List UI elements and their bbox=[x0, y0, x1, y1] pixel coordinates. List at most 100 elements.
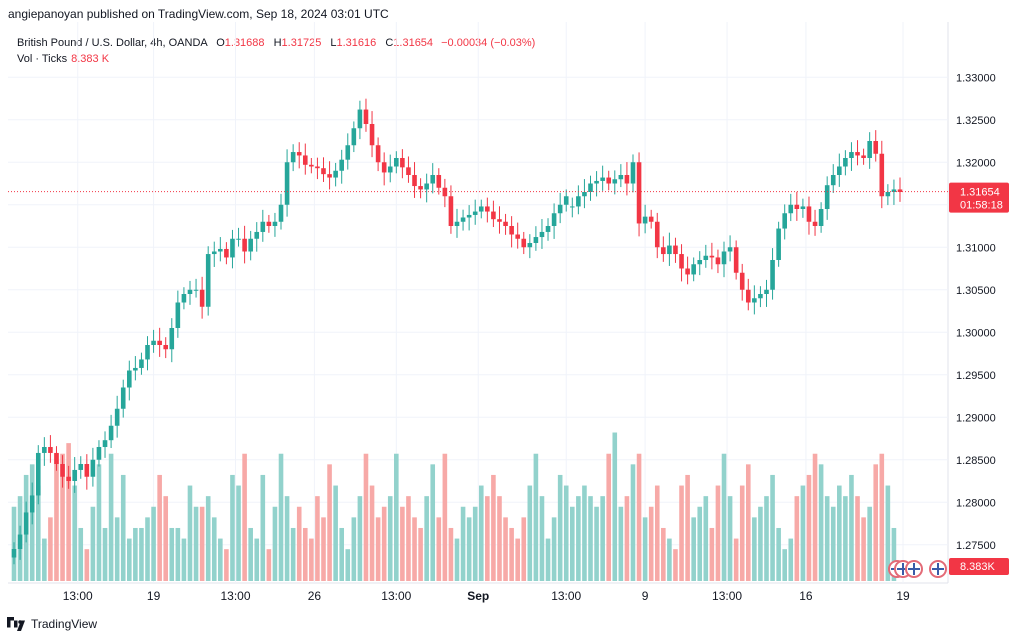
chart-legend: British Pound / U.S. Dollar, 4h, OANDA O… bbox=[17, 35, 535, 67]
last-price-value: 1.31654 bbox=[960, 187, 1000, 199]
candle-body bbox=[72, 469, 77, 481]
candle-body bbox=[357, 109, 363, 129]
volume-bar bbox=[78, 527, 84, 581]
volume-bar bbox=[48, 517, 53, 581]
volume-bar bbox=[351, 517, 357, 581]
volume-bar bbox=[752, 517, 757, 581]
candle-body bbox=[521, 238, 527, 248]
change-value: −0.00034 (−0.03%) bbox=[441, 37, 536, 49]
volume-bar bbox=[96, 464, 102, 581]
candle-body bbox=[770, 260, 775, 290]
symbol-title[interactable]: British Pound / U.S. Dollar, 4h, OANDA bbox=[17, 37, 208, 49]
candle-body bbox=[776, 228, 781, 260]
candle-body bbox=[78, 464, 84, 470]
volume-bar bbox=[72, 485, 77, 581]
volume-bar bbox=[108, 453, 114, 581]
candle-body bbox=[576, 196, 581, 207]
volume-bar bbox=[400, 506, 405, 581]
volume-bar bbox=[102, 527, 108, 581]
y-tick-label: 1.29500 bbox=[956, 370, 996, 382]
candle-body bbox=[151, 340, 156, 345]
candle-body bbox=[636, 162, 642, 224]
candle-body bbox=[612, 179, 618, 184]
candle-body bbox=[843, 158, 848, 167]
candle-body bbox=[818, 209, 824, 226]
candle-body bbox=[139, 359, 144, 368]
candle-body bbox=[503, 221, 508, 226]
footer-brand[interactable]: TradingView bbox=[6, 617, 97, 631]
candle-body bbox=[715, 257, 721, 265]
x-tick-label: 19 bbox=[896, 589, 910, 603]
candle-body bbox=[290, 152, 296, 163]
volume-bar bbox=[812, 453, 818, 581]
volume-tag bbox=[949, 558, 1009, 575]
volume-bar bbox=[84, 549, 90, 581]
candle-body bbox=[849, 152, 854, 158]
y-tick-label: 1.28000 bbox=[956, 497, 996, 509]
volume-bar bbox=[691, 517, 696, 581]
candle-body bbox=[266, 221, 272, 226]
volume-bar bbox=[278, 453, 284, 581]
volume-bar bbox=[861, 517, 866, 581]
candle-body bbox=[709, 255, 715, 258]
y-tick-label: 1.28500 bbox=[956, 455, 996, 467]
volume-bar bbox=[387, 496, 393, 581]
candle-body bbox=[448, 196, 454, 226]
candle-body bbox=[648, 216, 654, 222]
volume-bar bbox=[794, 496, 800, 581]
volume-bar bbox=[169, 527, 175, 581]
volume-bar bbox=[600, 496, 605, 581]
candle-body bbox=[618, 175, 624, 180]
candle-body bbox=[424, 183, 429, 190]
volume-bar bbox=[570, 506, 575, 581]
candle-body bbox=[406, 167, 411, 175]
candle-body bbox=[157, 340, 162, 345]
volume-bar bbox=[624, 496, 630, 581]
candle-body bbox=[369, 124, 375, 146]
candle-body bbox=[11, 549, 17, 558]
candle-body bbox=[236, 238, 241, 240]
volume-bar bbox=[242, 453, 247, 581]
volume-bar bbox=[460, 506, 466, 581]
publish-caption: angiepanoyan published on TradingView.co… bbox=[8, 7, 389, 21]
candle-body bbox=[691, 264, 696, 275]
candle-body bbox=[412, 175, 417, 187]
volume-bar bbox=[679, 485, 684, 581]
volume-bar bbox=[503, 517, 508, 581]
candle-body bbox=[606, 177, 612, 184]
x-tick-label: Sep bbox=[467, 589, 489, 603]
volume-bar bbox=[442, 453, 448, 581]
volume-bar bbox=[545, 538, 551, 581]
volume-bar bbox=[654, 485, 660, 581]
candle-body bbox=[29, 495, 35, 513]
candle-body bbox=[400, 158, 405, 168]
candle-body bbox=[90, 459, 96, 477]
volume-label[interactable]: Vol · Ticks bbox=[17, 53, 68, 65]
x-tick-label: 19 bbox=[147, 589, 161, 603]
volume-bar bbox=[843, 496, 848, 581]
candle-body bbox=[527, 243, 533, 248]
volume-bar bbox=[224, 549, 229, 581]
volume-bar bbox=[539, 496, 545, 581]
tradingview-logo-icon bbox=[7, 617, 25, 631]
volume-bar bbox=[521, 517, 527, 581]
volume-bar bbox=[849, 474, 854, 581]
volume-bar bbox=[424, 496, 429, 581]
volume-bar bbox=[157, 474, 162, 581]
candle-body bbox=[739, 272, 745, 290]
candle-body bbox=[381, 162, 387, 173]
high-label: H bbox=[273, 37, 282, 49]
volume-bar bbox=[497, 496, 502, 581]
volume-bar bbox=[430, 464, 436, 581]
candle-body bbox=[588, 183, 593, 192]
candle-body bbox=[169, 328, 175, 350]
volume-bar bbox=[879, 453, 885, 581]
candle-body bbox=[260, 221, 266, 232]
candle-body bbox=[697, 260, 703, 265]
candle-body bbox=[582, 192, 587, 197]
y-tick-label: 1.27500 bbox=[956, 540, 996, 552]
volume-bar bbox=[163, 496, 169, 581]
x-tick-label: 13:00 bbox=[551, 589, 581, 603]
low-value: 1.31616 bbox=[336, 37, 377, 49]
